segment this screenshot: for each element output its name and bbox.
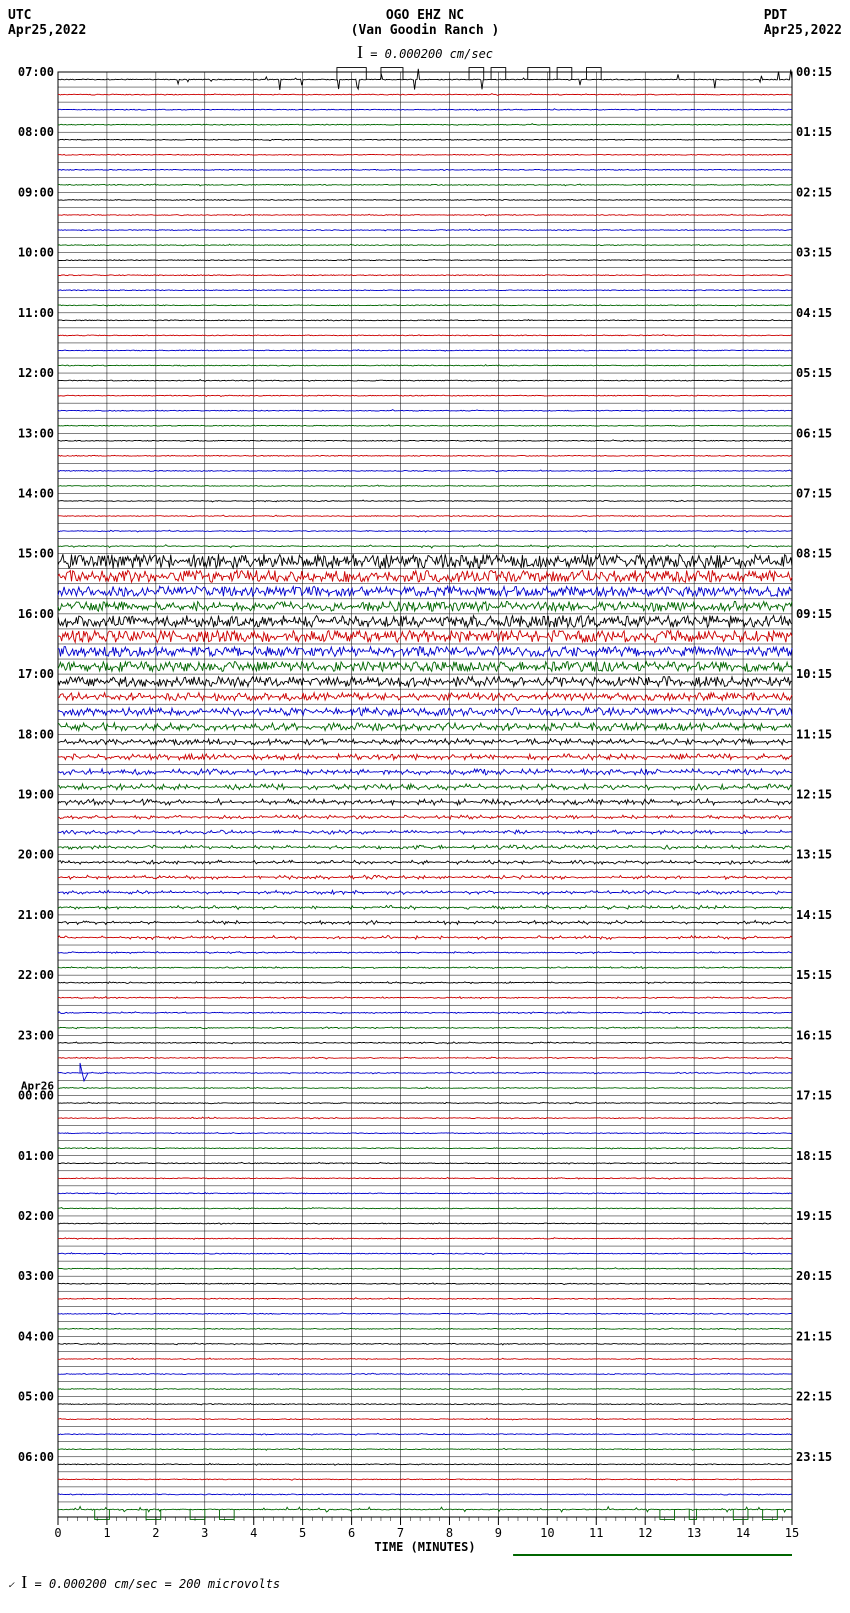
svg-text:04:15: 04:15 [796, 306, 832, 320]
svg-text:13:15: 13:15 [796, 848, 832, 862]
svg-text:13: 13 [687, 1526, 701, 1540]
svg-text:14:00: 14:00 [18, 486, 54, 500]
svg-text:10:00: 10:00 [18, 246, 54, 260]
date-left: Apr25,2022 [8, 23, 86, 38]
svg-text:09:15: 09:15 [796, 607, 832, 621]
svg-text:10:15: 10:15 [796, 667, 832, 681]
svg-text:08:15: 08:15 [796, 547, 832, 561]
svg-text:1: 1 [103, 1526, 110, 1540]
svg-text:9: 9 [495, 1526, 502, 1540]
svg-text:00:00: 00:00 [18, 1089, 54, 1103]
svg-text:18:00: 18:00 [18, 727, 54, 741]
svg-text:20:00: 20:00 [18, 848, 54, 862]
svg-text:07:15: 07:15 [796, 486, 832, 500]
svg-text:15: 15 [785, 1526, 799, 1540]
header-left: UTC Apr25,2022 [8, 8, 86, 38]
svg-text:0: 0 [54, 1526, 61, 1540]
tz-left: UTC [8, 8, 86, 23]
svg-text:2: 2 [152, 1526, 159, 1540]
svg-text:21:00: 21:00 [18, 908, 54, 922]
date-right: Apr25,2022 [764, 23, 842, 38]
svg-text:19:15: 19:15 [796, 1209, 832, 1223]
station-code: OGO EHZ NC [351, 8, 500, 23]
svg-text:14:15: 14:15 [796, 908, 832, 922]
svg-text:21:15: 21:15 [796, 1329, 832, 1343]
svg-text:04:00: 04:00 [18, 1329, 54, 1343]
svg-text:01:15: 01:15 [796, 125, 832, 139]
svg-text:23:15: 23:15 [796, 1450, 832, 1464]
header-right: PDT Apr25,2022 [764, 8, 842, 38]
svg-text:09:00: 09:00 [18, 185, 54, 199]
svg-text:7: 7 [397, 1526, 404, 1540]
svg-text:5: 5 [299, 1526, 306, 1540]
svg-text:06:00: 06:00 [18, 1450, 54, 1464]
svg-text:07:00: 07:00 [18, 67, 54, 79]
scale-note: I = 0.000200 cm/sec [351, 42, 500, 63]
svg-text:11:00: 11:00 [18, 306, 54, 320]
svg-text:4: 4 [250, 1526, 257, 1540]
svg-text:02:00: 02:00 [18, 1209, 54, 1223]
svg-text:00:15: 00:15 [796, 67, 832, 79]
svg-text:15:00: 15:00 [18, 547, 54, 561]
svg-text:08:00: 08:00 [18, 125, 54, 139]
svg-text:05:15: 05:15 [796, 366, 832, 380]
svg-text:03:15: 03:15 [796, 246, 832, 260]
svg-text:10: 10 [540, 1526, 554, 1540]
svg-text:12: 12 [638, 1526, 652, 1540]
svg-text:03:00: 03:00 [18, 1269, 54, 1283]
svg-text:12:15: 12:15 [796, 788, 832, 802]
svg-text:11: 11 [589, 1526, 603, 1540]
svg-text:14: 14 [736, 1526, 750, 1540]
svg-text:13:00: 13:00 [18, 426, 54, 440]
svg-text:18:15: 18:15 [796, 1149, 832, 1163]
station-name: (Van Goodin Ranch ) [351, 23, 500, 38]
svg-text:23:00: 23:00 [18, 1028, 54, 1042]
seismogram-plot: 0123456789101112131415TIME (MINUTES)07:0… [8, 67, 842, 1562]
svg-text:3: 3 [201, 1526, 208, 1540]
svg-text:16:15: 16:15 [796, 1028, 832, 1042]
svg-text:6: 6 [348, 1526, 355, 1540]
tz-right: PDT [764, 8, 842, 23]
svg-text:06:15: 06:15 [796, 426, 832, 440]
svg-text:8: 8 [446, 1526, 453, 1540]
svg-text:17:15: 17:15 [796, 1089, 832, 1103]
svg-text:19:00: 19:00 [18, 788, 54, 802]
svg-text:12:00: 12:00 [18, 366, 54, 380]
footer-scale: ✓ I = 0.000200 cm/sec = 200 microvolts [8, 1572, 842, 1593]
header-center: OGO EHZ NC (Van Goodin Ranch ) I = 0.000… [351, 8, 500, 63]
svg-text:05:00: 05:00 [18, 1390, 54, 1404]
svg-text:20:15: 20:15 [796, 1269, 832, 1283]
svg-text:17:00: 17:00 [18, 667, 54, 681]
svg-text:01:00: 01:00 [18, 1149, 54, 1163]
svg-text:11:15: 11:15 [796, 727, 832, 741]
svg-text:02:15: 02:15 [796, 185, 832, 199]
svg-text:22:15: 22:15 [796, 1390, 832, 1404]
svg-text:TIME (MINUTES): TIME (MINUTES) [374, 1540, 475, 1554]
header: UTC Apr25,2022 OGO EHZ NC (Van Goodin Ra… [8, 8, 842, 63]
svg-text:16:00: 16:00 [18, 607, 54, 621]
svg-text:22:00: 22:00 [18, 968, 54, 982]
svg-text:15:15: 15:15 [796, 968, 832, 982]
